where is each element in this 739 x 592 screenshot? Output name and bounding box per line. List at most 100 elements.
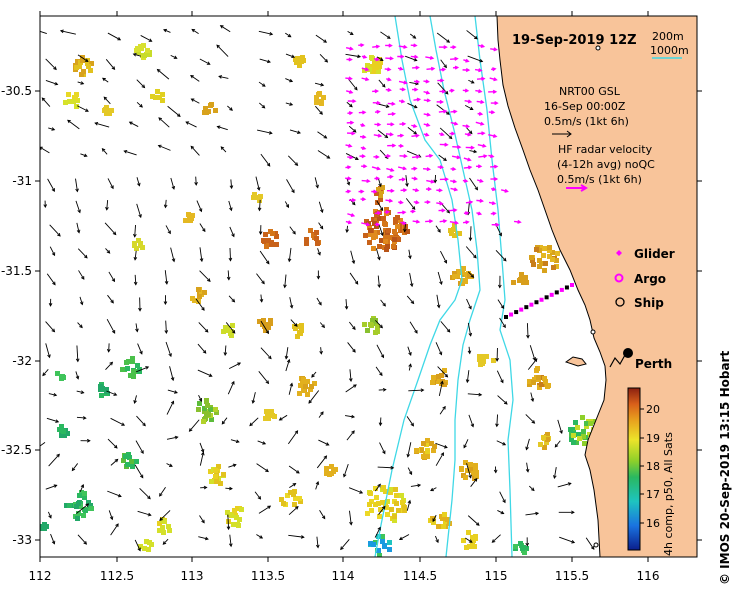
sst-pixel: [104, 387, 109, 392]
current-arrow-head: [571, 540, 576, 544]
hf-arrow-head: [464, 211, 470, 216]
current-arrow: [315, 481, 319, 490]
current-arrow-head: [497, 284, 502, 289]
sst-pixel: [261, 238, 266, 243]
x-tick-label: 115: [485, 569, 508, 583]
sst-pixel: [421, 441, 426, 446]
current-arrow: [195, 176, 197, 185]
glider-position: [529, 302, 534, 307]
sst-pixel: [314, 95, 319, 100]
current-arrow: [199, 452, 204, 466]
sst-pixel: [203, 110, 208, 115]
current-arrow: [134, 274, 137, 285]
current-arrow: [134, 464, 144, 478]
current-arrow: [349, 510, 352, 525]
current-arrow-head: [85, 503, 90, 507]
current-arrow: [95, 122, 110, 128]
current-arrow-head: [446, 209, 451, 214]
sst-pixel: [582, 441, 587, 446]
sst-pixel: [569, 437, 574, 442]
current-arrow: [191, 98, 200, 104]
current-arrow: [259, 58, 271, 63]
current-arrow: [224, 345, 227, 356]
current-arrow-head: [590, 546, 595, 550]
sst-pixel: [137, 367, 142, 372]
current-arrow: [76, 503, 89, 514]
sst-pixel: [436, 379, 441, 384]
sst-pixel: [580, 415, 585, 420]
current-arrow-head: [265, 468, 269, 473]
current-arrow: [284, 201, 289, 208]
sst-pixel: [470, 535, 475, 540]
current-arrow-head: [385, 104, 390, 108]
sst-pixel: [311, 233, 316, 238]
current-arrow: [376, 344, 384, 358]
hf-arrow-head: [403, 44, 408, 49]
legend-glider: Glider: [634, 247, 675, 261]
current-arrow-head: [443, 445, 448, 449]
current-arrow-head: [323, 455, 328, 460]
current-arrow: [137, 343, 143, 355]
current-arrow-head: [408, 352, 412, 356]
current-arrow-head: [123, 149, 128, 154]
sst-pixel: [63, 100, 68, 105]
hf-arrow-head: [453, 121, 459, 126]
hf-arrow-head: [402, 210, 407, 215]
hf-arrow-head: [411, 209, 416, 214]
sst-pixel: [134, 246, 139, 251]
current-arrow: [468, 79, 475, 84]
current-arrow-head: [194, 182, 198, 186]
current-arrow: [499, 491, 506, 503]
current-arrow: [290, 319, 298, 327]
current-arrow: [407, 127, 417, 135]
hf-arrow-head: [361, 154, 366, 159]
current-arrow-head: [163, 204, 168, 209]
sst-pixel: [297, 496, 302, 501]
sst-pixel: [534, 247, 539, 252]
sst-pixel: [263, 416, 268, 421]
current-arrow: [256, 273, 265, 284]
current-arrow-head: [257, 207, 262, 212]
hf-arrow-head: [453, 109, 458, 114]
current-arrow-head: [448, 135, 453, 140]
sst-pixel: [396, 508, 401, 513]
sst-pixel: [270, 413, 275, 418]
hf-arrow-head: [493, 77, 498, 82]
current-arrow: [553, 467, 557, 479]
current-arrow-head: [265, 260, 270, 265]
current-arrow: [496, 440, 506, 446]
current-arrow-head: [133, 256, 138, 261]
current-arrow: [79, 296, 83, 305]
current-arrow-head: [265, 380, 270, 385]
sst-pixel: [429, 441, 434, 446]
sst-pixel: [138, 242, 143, 247]
sst-pixel: [456, 269, 461, 274]
sst-pixel: [452, 223, 457, 228]
current-arrow: [47, 511, 52, 519]
current-arrow: [134, 224, 136, 237]
current-arrow: [199, 247, 203, 262]
hf-arrow-head: [426, 112, 431, 117]
current-arrow-head: [417, 483, 422, 488]
current-arrow-head: [475, 522, 480, 526]
sst-pixel: [541, 253, 546, 258]
current-arrow-head: [437, 229, 441, 233]
sst-pixel: [77, 493, 82, 498]
current-arrow-head: [443, 157, 447, 162]
sst-pixel: [257, 319, 262, 324]
current-arrow-head: [340, 546, 344, 551]
sst-pixel: [83, 508, 88, 513]
sst-pixel: [157, 528, 162, 533]
sst-pixel: [519, 272, 524, 277]
current-arrow-head: [386, 35, 391, 39]
sst-pixel: [214, 479, 219, 484]
current-arrow: [380, 299, 386, 307]
sst-pixel: [368, 228, 373, 233]
current-arrow: [136, 177, 140, 186]
hf-arrow-head: [456, 144, 462, 150]
current-arrow: [77, 534, 87, 545]
sst-pixel: [304, 241, 309, 246]
sst-pixel: [201, 419, 206, 424]
current-arrow-head: [410, 422, 414, 427]
sst-pixel: [59, 424, 64, 429]
